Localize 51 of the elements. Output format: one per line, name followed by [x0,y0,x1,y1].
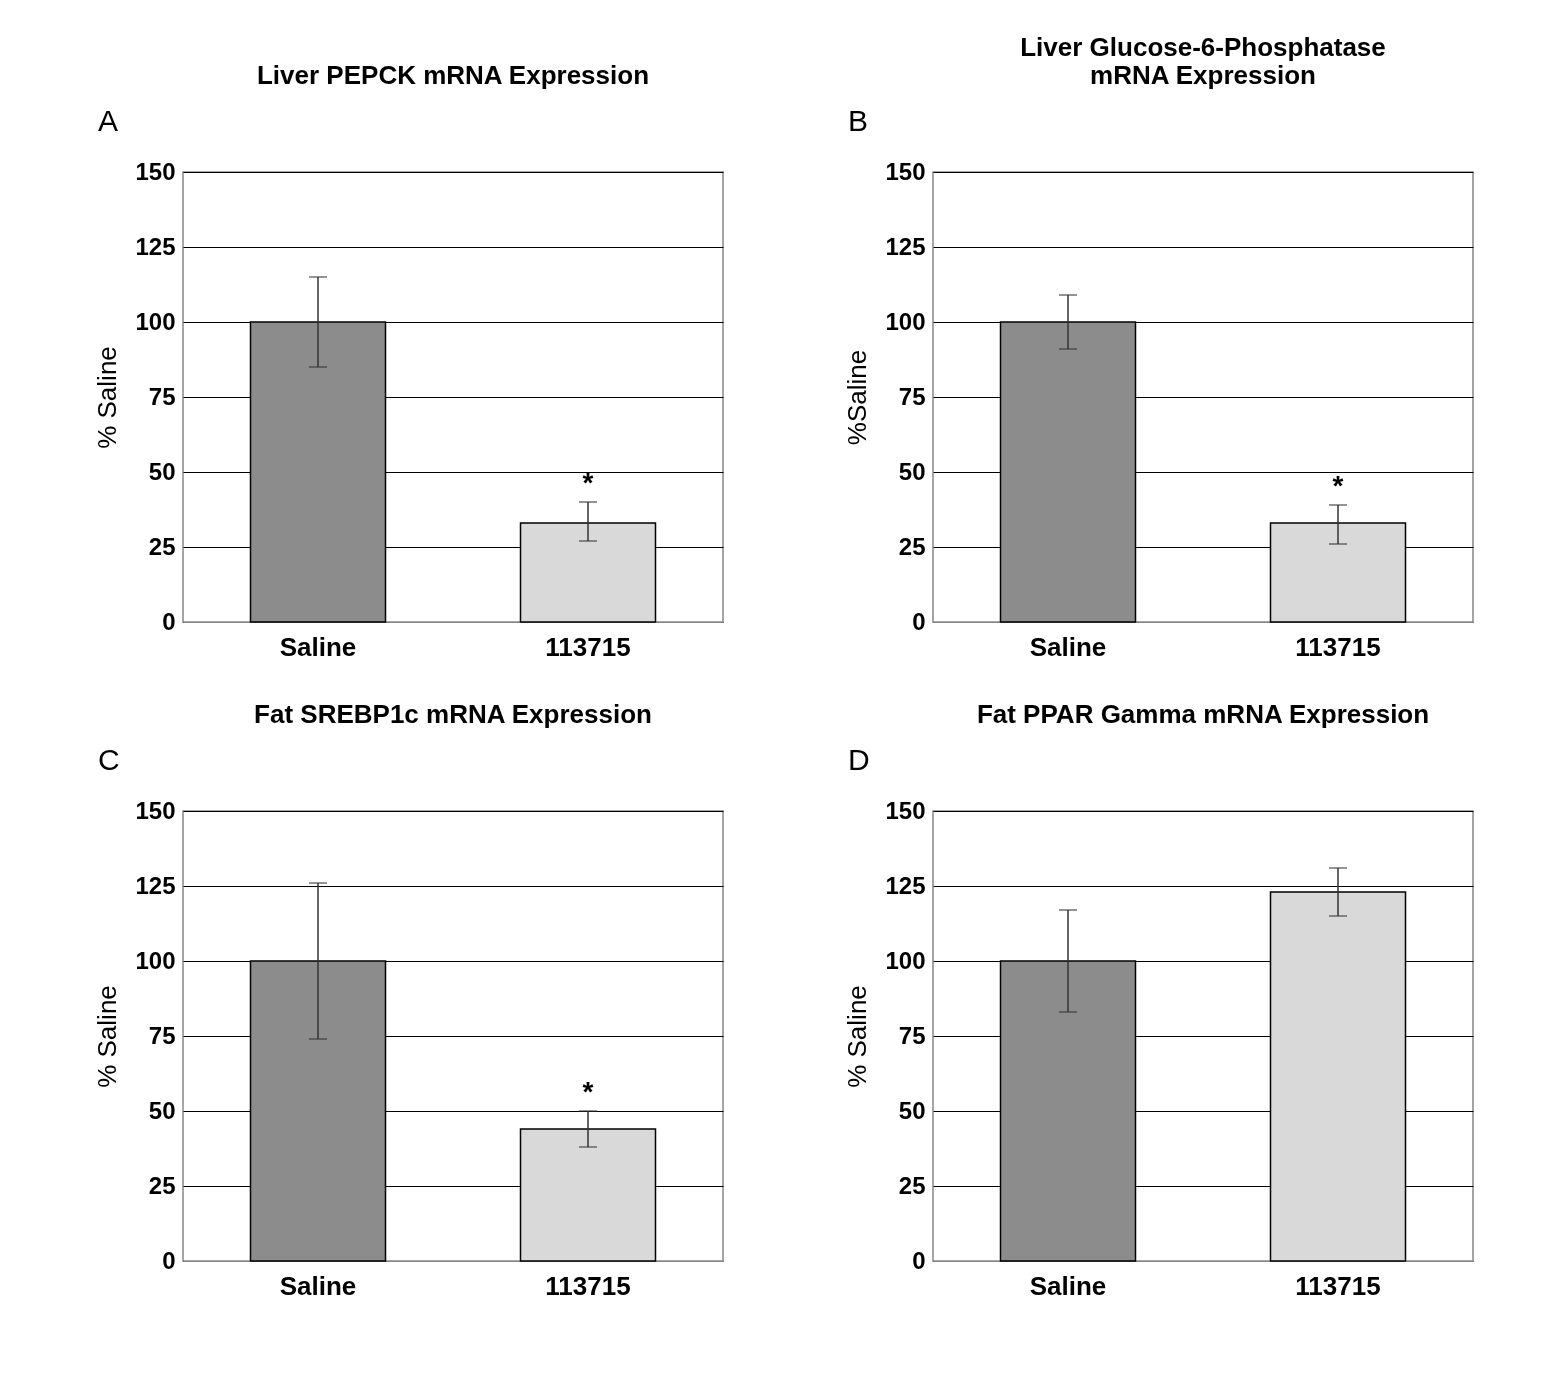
chart-title: Liver Glucose-6-Phosphatase mRNA Expression [1020,32,1386,90]
y-tick-label: 150 [135,796,176,824]
y-tick-label: 125 [135,871,176,899]
y-tick-label: 25 [898,532,926,560]
x-tick-label: 113715 [545,631,631,662]
y-tick-label: 50 [898,457,926,485]
annotation: * [582,1076,594,1107]
y-tick-label: 0 [912,1246,926,1274]
x-tick-label: 113715 [1295,631,1381,662]
y-axis-title: % Saline [92,346,123,449]
x-tick-label: 113715 [545,1270,631,1301]
x-tick-label: Saline [1029,1270,1107,1301]
y-axis-title: % Saline [92,985,123,1088]
chart-title: Fat SREBP1c mRNA Expression [254,699,652,729]
y-tick-label: 0 [912,607,926,635]
y-tick-label: 150 [135,157,176,185]
y-tick-label: 25 [148,1171,176,1199]
y-tick-label: 75 [898,1021,926,1049]
chart-title: Liver PEPCK mRNA Expression [256,60,650,90]
y-tick-label: 25 [898,1171,926,1199]
text: D [848,743,870,776]
y-tick-label: 50 [898,1096,926,1124]
y-tick-label: 25 [148,532,176,560]
y-tick-label: 125 [135,232,176,260]
x-tick-label: 113715 [1295,1270,1381,1301]
x-tick-label: Saline [279,631,357,662]
chart-title: Fat PPAR Gamma mRNA Expression [976,699,1430,729]
y-tick-label: 125 [885,871,926,899]
text: C [98,743,120,776]
y-tick-label: 125 [885,232,926,260]
y-tick-label: 50 [148,457,176,485]
y-tick-label: 0 [162,1246,176,1274]
y-tick-label: 75 [898,382,926,410]
y-tick-label: 0 [162,607,176,635]
text: B [848,104,869,137]
y-tick-label: 100 [885,307,926,335]
y-tick-label: 75 [148,382,176,410]
y-axis-title: %Saline [842,349,873,446]
y-tick-label: 50 [148,1096,176,1124]
y-tick-label: 100 [135,307,176,335]
y-axis-title: % Saline [842,985,873,1088]
annotation: * [1332,470,1344,501]
y-tick-label: 75 [148,1021,176,1049]
y-tick-label: 150 [885,796,926,824]
text: A [98,104,119,137]
annotation: * [582,467,594,498]
y-tick-label: 100 [885,946,926,974]
x-tick-label: Saline [279,1270,357,1301]
x-tick-label: Saline [1029,631,1107,662]
y-tick-label: 150 [885,157,926,185]
y-tick-label: 100 [135,946,176,974]
